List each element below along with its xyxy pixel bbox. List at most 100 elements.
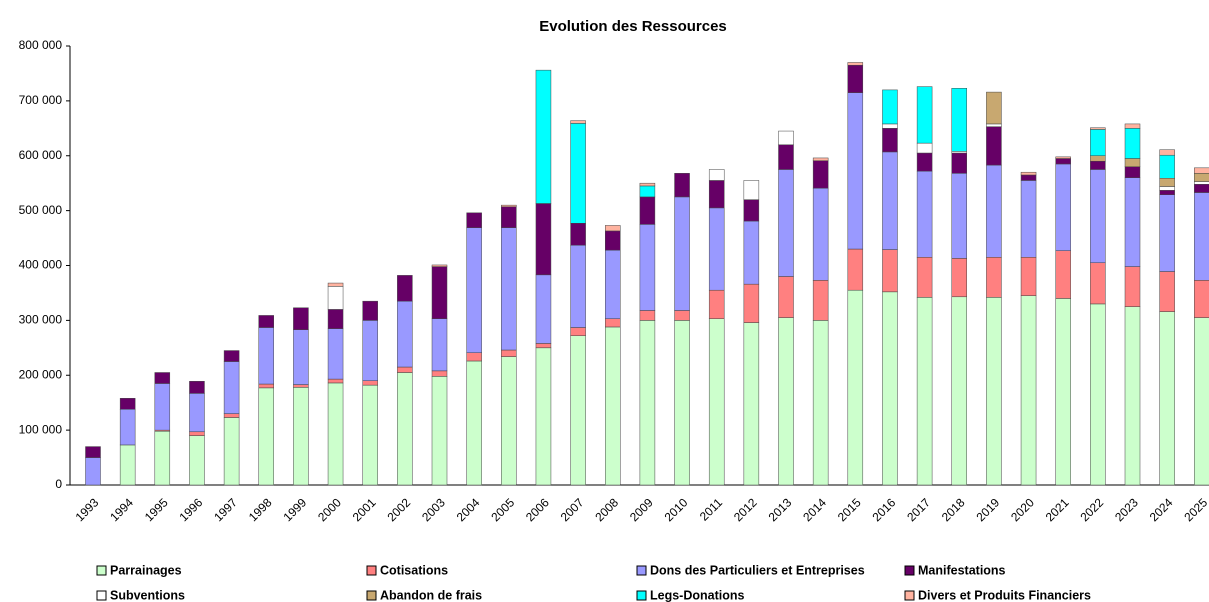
x-tick-label: 1993	[73, 495, 102, 524]
bar-segment	[708, 289, 725, 319]
bar-segment	[1159, 271, 1175, 312]
bar-segment	[189, 435, 205, 486]
bar-segment	[1124, 128, 1141, 159]
bar-segment	[570, 123, 586, 224]
legend-swatch	[96, 590, 107, 601]
bar-segment	[189, 431, 205, 436]
x-tick-label: 2024	[1147, 495, 1176, 524]
x-tick-label: 1996	[177, 495, 206, 524]
bar-segment	[882, 123, 898, 129]
bar-segment	[154, 430, 171, 486]
bar-segment	[223, 350, 240, 362]
bar-segment	[639, 185, 656, 198]
bar-segment	[258, 315, 274, 328]
x-tick-label: 2009	[627, 495, 656, 524]
x-tick-label: 2019	[973, 495, 1002, 524]
bar-segment	[812, 320, 829, 486]
bar-segment	[570, 244, 586, 328]
bar-segment	[397, 300, 413, 368]
bar-segment	[1159, 177, 1175, 187]
bar-segment	[1159, 311, 1175, 486]
bar-segment	[535, 343, 552, 349]
bar-segment	[535, 69, 552, 204]
bar-segment	[501, 349, 517, 357]
legend-swatch	[904, 565, 915, 576]
bar-segment	[223, 417, 240, 486]
bar-segment	[1159, 190, 1175, 195]
x-tick-label: 2003	[419, 495, 448, 524]
bar-segment	[812, 157, 829, 161]
bar-segment	[154, 372, 171, 384]
x-tick-label: 1995	[142, 495, 171, 524]
legend-swatch	[636, 590, 647, 601]
bar-segment	[743, 283, 760, 323]
legend-swatch	[904, 590, 915, 601]
bar-segment	[1090, 303, 1106, 486]
bar-segment	[778, 317, 794, 486]
bar-segment	[986, 91, 1002, 125]
bar-segment	[362, 320, 378, 381]
bar-segment	[951, 88, 967, 152]
bar-segment	[1194, 184, 1209, 193]
bar-segment	[951, 296, 967, 486]
bar-segment	[1090, 169, 1106, 264]
bar-segment	[431, 370, 448, 377]
bar-segment	[708, 207, 725, 291]
bar-segment	[778, 169, 794, 277]
bar-segment	[258, 387, 274, 486]
bar-segment	[674, 173, 690, 198]
bar-segment	[154, 383, 171, 431]
x-tick-label: 2008	[592, 495, 621, 524]
bar-segment	[189, 393, 205, 433]
y-tick-label: 400 000	[19, 258, 63, 272]
x-tick-label: 2022	[1077, 495, 1106, 524]
bar-segment	[847, 62, 864, 66]
bar-segment	[535, 203, 552, 276]
bar-segment	[916, 297, 933, 486]
x-tick-label: 2018	[939, 495, 968, 524]
bar-segment	[639, 320, 656, 486]
bar-segment	[1055, 158, 1071, 165]
bar-segment	[431, 376, 448, 486]
bar-segment	[1124, 266, 1141, 307]
x-tick-label: 2025	[1181, 495, 1209, 524]
bar-segment	[674, 320, 690, 486]
bar-segment	[570, 327, 586, 336]
bar-segment	[1020, 174, 1037, 181]
legend-label: Legs-Donations	[650, 588, 744, 602]
bar-segment	[778, 276, 794, 318]
bar-segment	[431, 318, 448, 372]
bar-segment	[397, 275, 413, 302]
bar-segment	[1124, 123, 1141, 129]
bar-segment	[1124, 306, 1141, 486]
bar-segment	[501, 227, 517, 351]
bar-segment	[1194, 192, 1209, 281]
bar-segment	[1090, 129, 1106, 157]
bar-segment	[570, 222, 586, 246]
bar-segment	[951, 173, 967, 259]
bar-segment	[1194, 173, 1209, 182]
bar-segment	[605, 249, 621, 319]
legend-label: Manifestations	[918, 563, 1006, 577]
legend-swatch	[366, 565, 377, 576]
bar-segment	[743, 199, 760, 222]
bar-segment	[501, 204, 517, 208]
x-tick-label: 2005	[488, 495, 517, 524]
bar-segment	[778, 144, 794, 170]
bar-segment	[535, 347, 552, 486]
x-tick-label: 1998	[246, 495, 275, 524]
bar-segment	[639, 196, 656, 225]
bar-segment	[986, 257, 1002, 298]
bar-segment	[1055, 156, 1071, 159]
bar-segment	[327, 382, 344, 486]
x-tick-label: 2014	[800, 495, 829, 524]
bar-segment	[327, 378, 344, 384]
bar-segment	[882, 151, 898, 250]
bar-segment	[882, 249, 898, 293]
bar-segment	[812, 187, 829, 281]
bar-segment	[85, 457, 101, 486]
bar-segment	[119, 409, 136, 446]
x-tick-label: 2013	[766, 495, 795, 524]
bar-segment	[847, 92, 864, 250]
x-tick-label: 1994	[107, 495, 136, 524]
